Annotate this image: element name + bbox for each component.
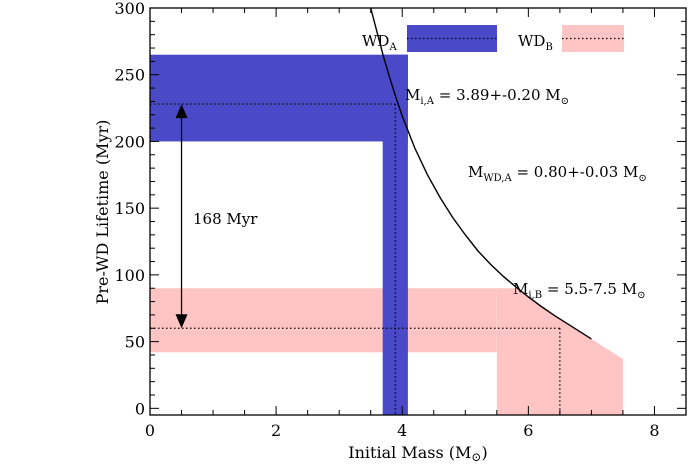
y-tick-label: 300 bbox=[114, 0, 145, 18]
bands-layer bbox=[150, 54, 623, 415]
difference-arrow-head-top bbox=[175, 104, 188, 119]
y-tick-label: 200 bbox=[114, 132, 145, 151]
wd-a-mass-band bbox=[382, 54, 408, 415]
lines-layer bbox=[150, 7, 624, 415]
y-tick-label: 0 bbox=[135, 399, 145, 418]
y-tick-label: 100 bbox=[114, 266, 145, 285]
lifetime-difference-label: 168 Myr bbox=[193, 210, 258, 228]
lifetime-curve-line bbox=[370, 7, 592, 340]
x-tick-label: 2 bbox=[271, 421, 281, 440]
legend-label-wd-a: WDA bbox=[362, 32, 397, 53]
annotation-initial-mass-b: Mi,B = 5.5-7.5 M⊙ bbox=[513, 280, 646, 301]
legend-label-wd-b: WDB bbox=[518, 32, 553, 53]
x-tick-label: 8 bbox=[649, 421, 659, 440]
y-tick-label: 150 bbox=[114, 199, 145, 218]
difference-arrow-head-bottom bbox=[175, 314, 188, 329]
x-tick-label: 4 bbox=[397, 421, 407, 440]
y-tick-label: 250 bbox=[114, 66, 145, 85]
text-layer: Initial Mass (M⊙) Pre-WD Lifetime (Myr) … bbox=[93, 32, 647, 464]
legend-swatch-wd-b bbox=[562, 25, 624, 52]
wd-b-mass-band bbox=[496, 288, 623, 415]
plot-frame bbox=[149, 7, 687, 416]
annotation-initial-mass-a: Mi,A = 3.89+-0.20 M⊙ bbox=[405, 86, 569, 107]
axes-layer: 0 2 4 6 8 0 50 100 150 200 250 300 bbox=[114, 0, 687, 440]
x-axis-title: Initial Mass (M⊙) bbox=[348, 443, 487, 464]
y-tick-label: 50 bbox=[125, 333, 145, 352]
wd-a-lifetime-band bbox=[150, 54, 408, 142]
y-axis-title: Pre-WD Lifetime (Myr) bbox=[93, 120, 112, 305]
annotation-wd-mass-a: MWD,A = 0.80+-0.03 M⊙ bbox=[468, 163, 647, 184]
wd-b-lifetime-band bbox=[150, 288, 497, 353]
x-tick-label: 0 bbox=[145, 421, 155, 440]
x-tick-label: 6 bbox=[523, 421, 533, 440]
